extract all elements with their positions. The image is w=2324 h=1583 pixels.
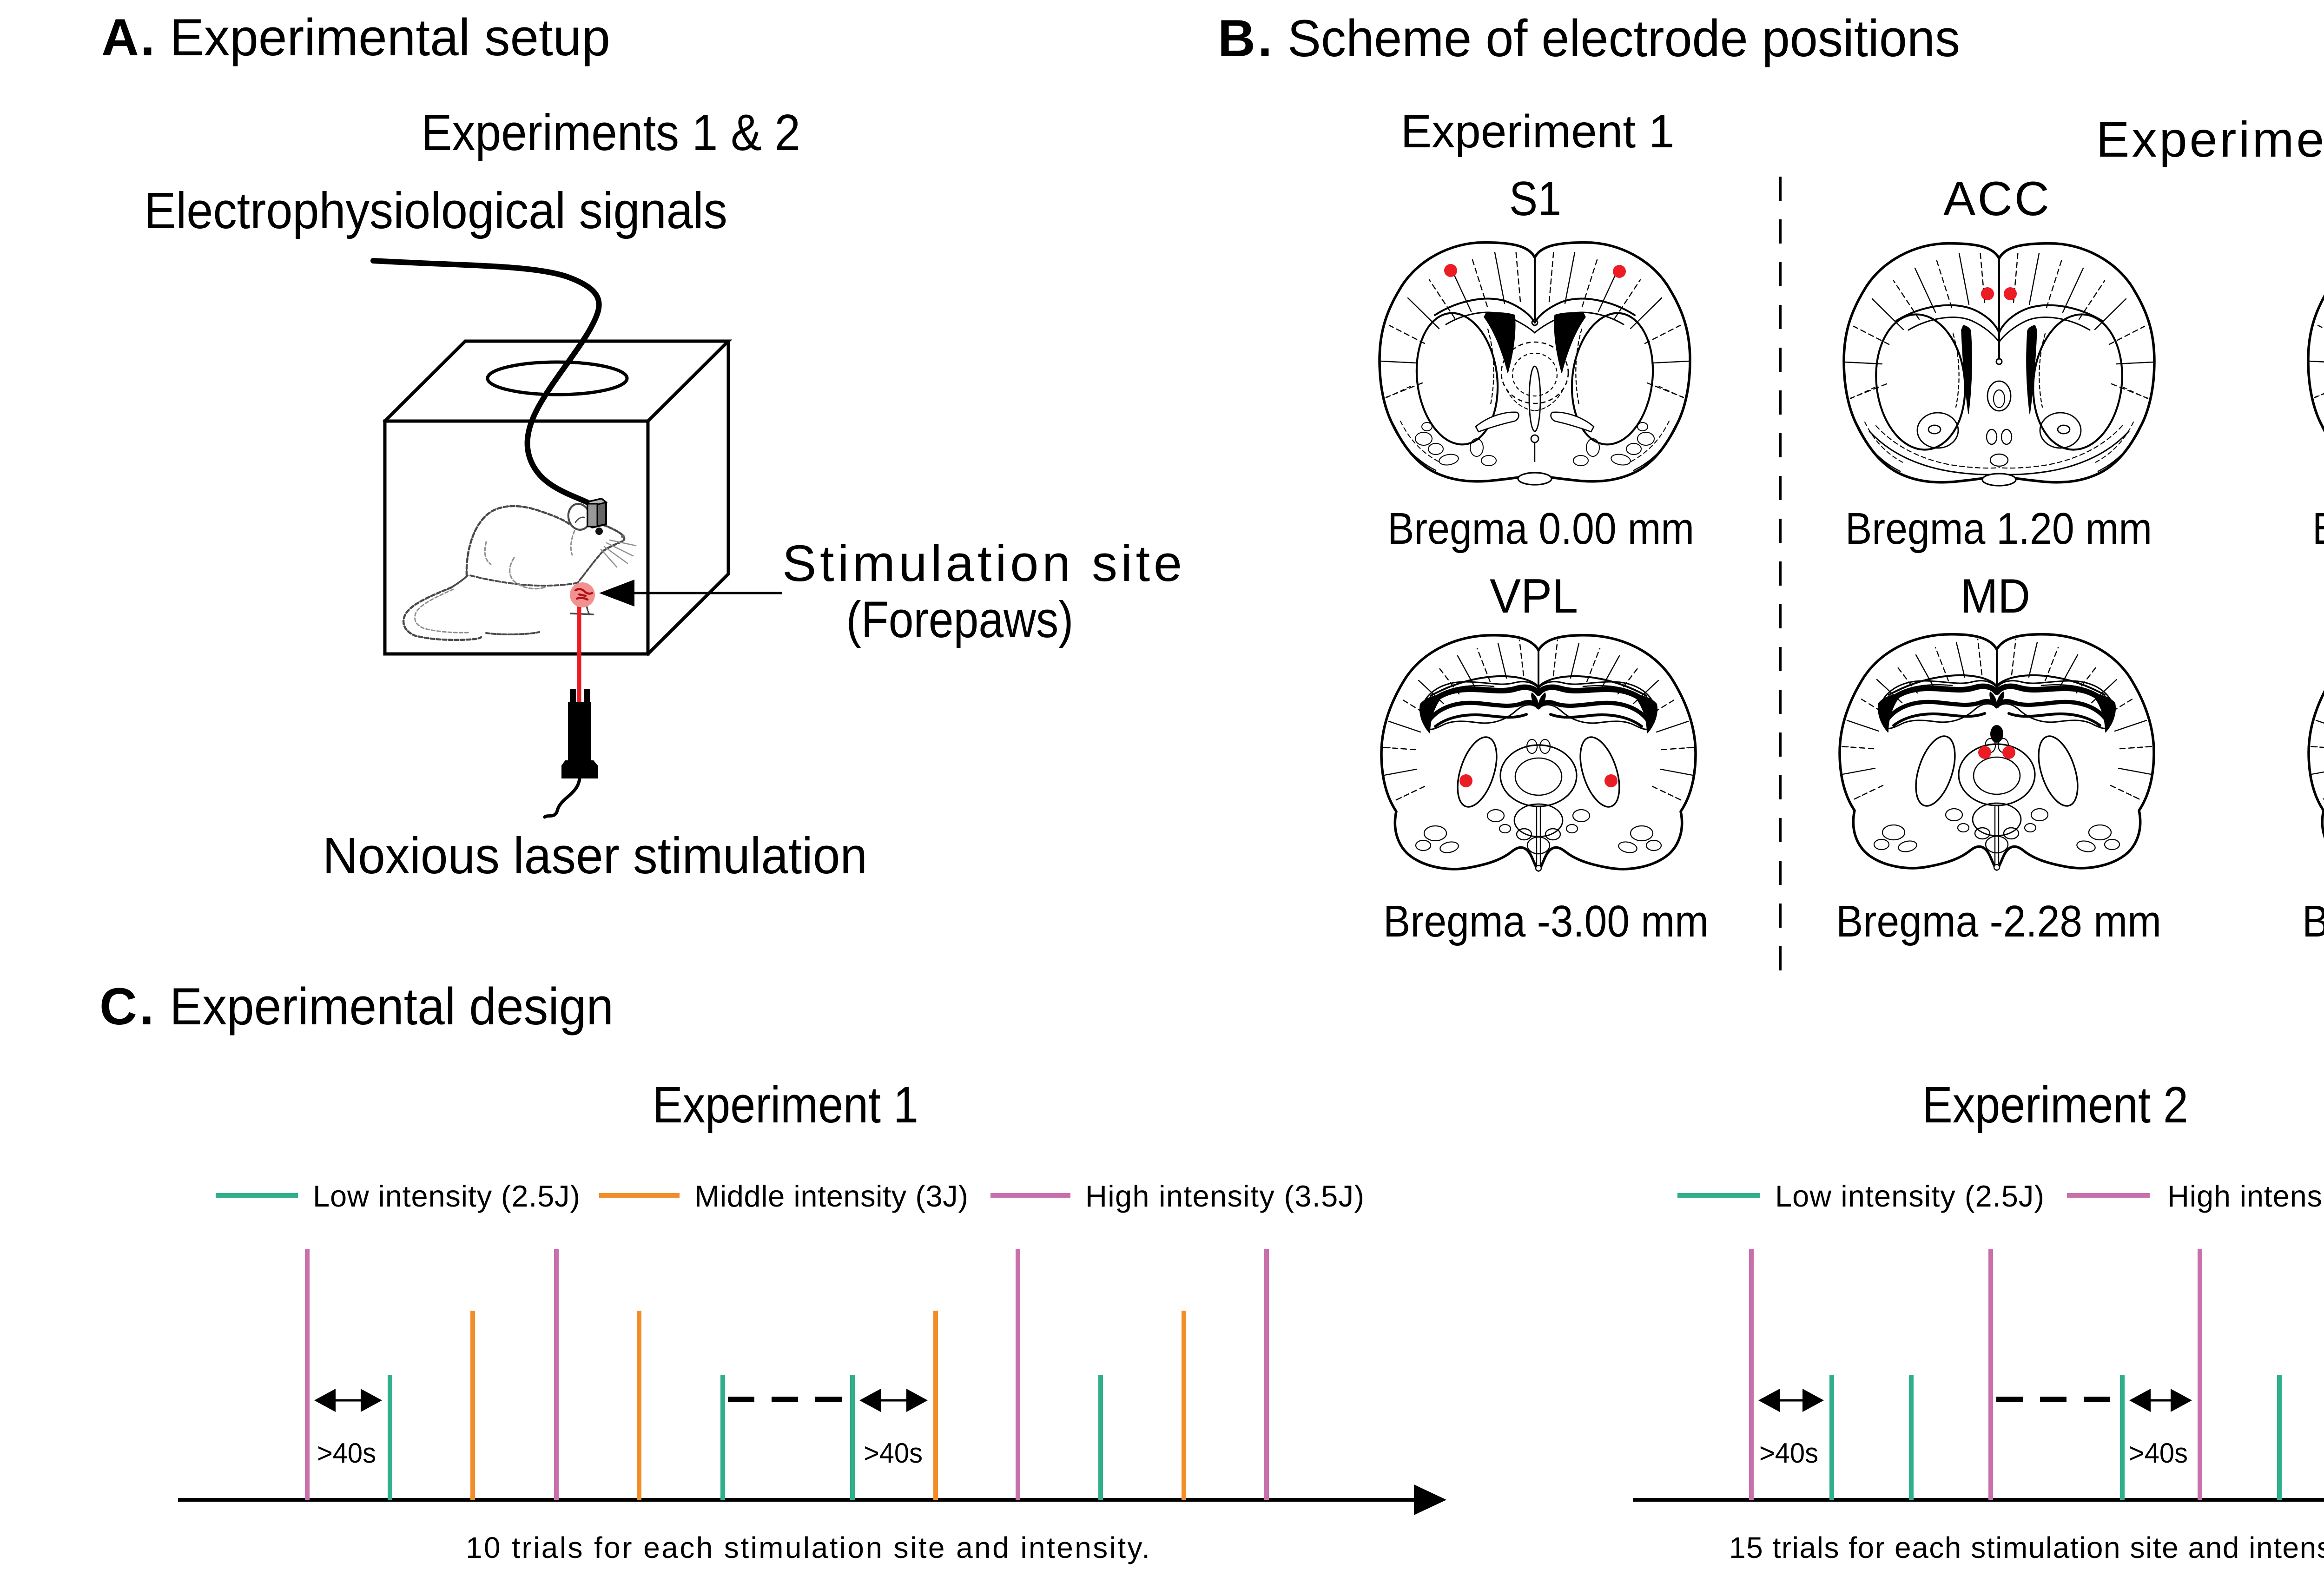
svg-text:(Forepaws): (Forepaws) xyxy=(846,591,1074,648)
svg-text:A: A xyxy=(101,8,139,66)
svg-text:15 trials for each stimulation: 15 trials for each stimulation site and … xyxy=(1729,1531,2324,1564)
svg-text:Electrophysiological signals: Electrophysiological signals xyxy=(144,182,727,239)
svg-text:Bregma -3.00 mm: Bregma -3.00 mm xyxy=(1383,897,1709,946)
svg-text:Low intensity (2.5J): Low intensity (2.5J) xyxy=(1775,1179,2044,1213)
svg-text:Experimental design: Experimental design xyxy=(170,977,614,1036)
svg-text:High intensity (3.5J): High intensity (3.5J) xyxy=(2167,1179,2324,1213)
svg-text:.: . xyxy=(139,977,154,1036)
svg-text:>40s: >40s xyxy=(1759,1438,1818,1469)
svg-text:Experimental setup: Experimental setup xyxy=(170,8,610,66)
svg-text:Bregma -3.00 mm: Bregma -3.00 mm xyxy=(2302,897,2324,946)
svg-text:>40s: >40s xyxy=(317,1438,376,1469)
svg-text:High intensity (3.5J): High intensity (3.5J) xyxy=(1085,1179,1364,1213)
svg-text:Noxious laser stimulation: Noxious laser stimulation xyxy=(323,827,867,884)
svg-text:Bregma 0.60 mm: Bregma 0.60 mm xyxy=(2312,504,2324,554)
svg-text:Middle intensity (3J): Middle intensity (3J) xyxy=(694,1179,968,1213)
svg-text:Bregma 1.20 mm: Bregma 1.20 mm xyxy=(1845,504,2152,554)
svg-text:S1: S1 xyxy=(1509,172,1561,226)
svg-text:Bregma 0.00 mm: Bregma 0.00 mm xyxy=(1387,504,1694,554)
svg-text:Stimulation site: Stimulation site xyxy=(782,535,1182,592)
svg-text:MD: MD xyxy=(1961,569,2030,623)
svg-text:C: C xyxy=(99,977,137,1036)
svg-text:ACC: ACC xyxy=(1943,172,2049,226)
svg-text:Bregma -2.28 mm: Bregma -2.28 mm xyxy=(1836,897,2161,946)
svg-text:.: . xyxy=(1258,9,1272,67)
svg-text:Experiments 1 & 2: Experiments 1 & 2 xyxy=(421,104,800,161)
svg-text:Experiment 2: Experiment 2 xyxy=(1922,1076,2188,1134)
svg-text:VPL: VPL xyxy=(1490,569,1578,623)
svg-text:>40s: >40s xyxy=(2129,1438,2188,1469)
svg-text:Experiment 1: Experiment 1 xyxy=(653,1076,918,1134)
svg-text:B: B xyxy=(1218,9,1255,67)
svg-text:10 trials for each stimulation: 10 trials for each stimulation site and … xyxy=(466,1531,1150,1564)
svg-text:Experiment 1: Experiment 1 xyxy=(1401,106,1675,158)
svg-text:.: . xyxy=(140,8,155,66)
svg-text:>40s: >40s xyxy=(864,1438,923,1469)
svg-text:Scheme of electrode positions: Scheme of electrode positions xyxy=(1287,9,1960,67)
svg-text:Low intensity (2.5J): Low intensity (2.5J) xyxy=(313,1179,580,1213)
